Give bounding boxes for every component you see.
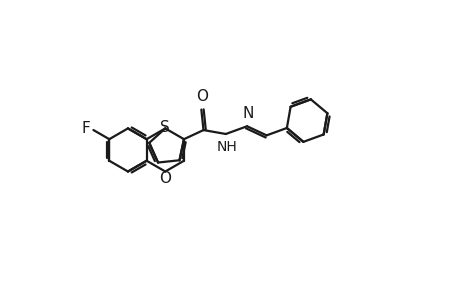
- Text: O: O: [196, 89, 207, 104]
- Text: O: O: [159, 171, 171, 186]
- Text: S: S: [160, 120, 170, 135]
- Text: F: F: [81, 121, 90, 136]
- Text: N: N: [241, 106, 253, 121]
- Text: NH: NH: [216, 140, 236, 154]
